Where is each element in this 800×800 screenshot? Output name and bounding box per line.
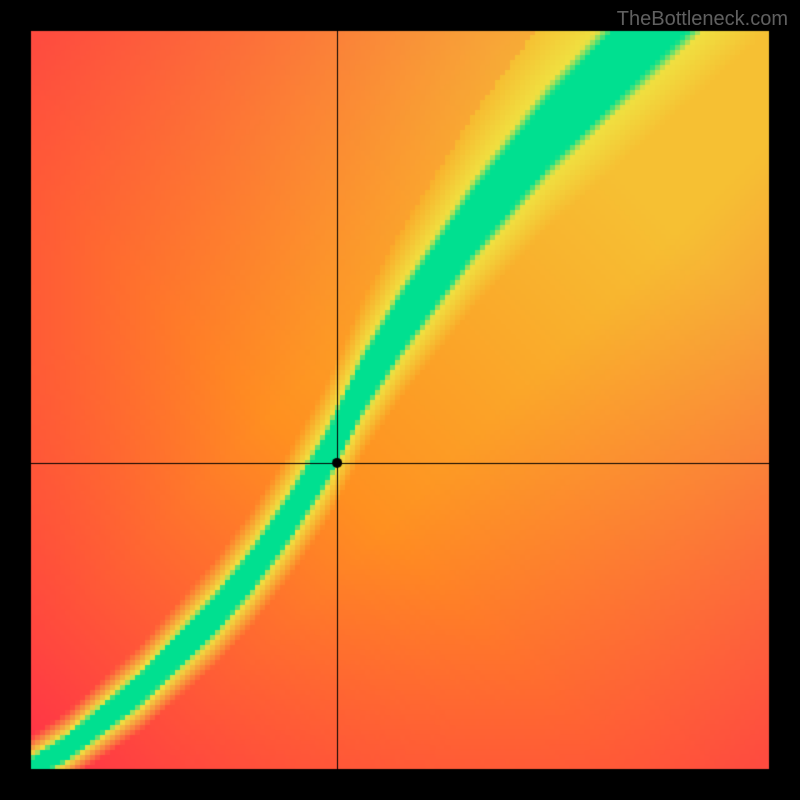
watermark-text: TheBottleneck.com	[617, 8, 788, 31]
chart-container: TheBottleneck.com	[0, 0, 800, 800]
heatmap-canvas	[0, 0, 800, 800]
